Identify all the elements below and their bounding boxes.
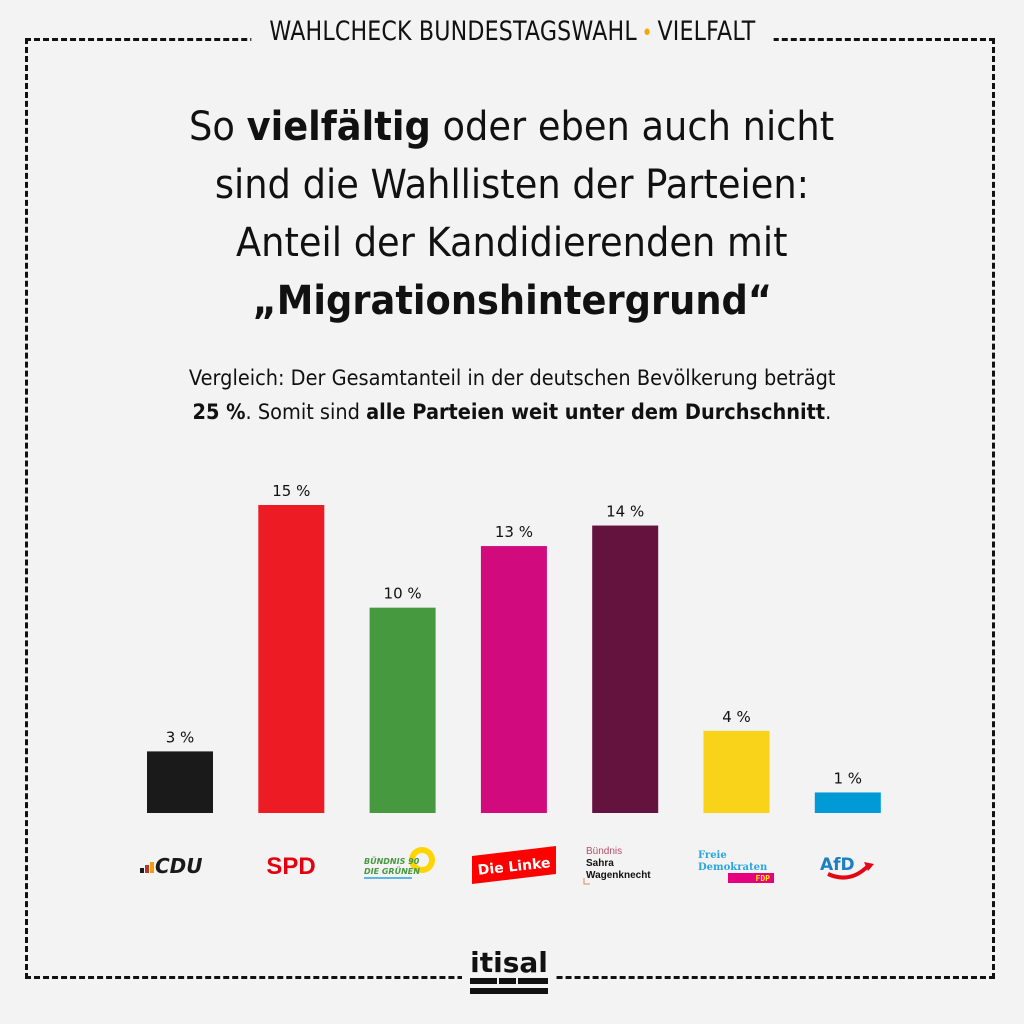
logo-fdp: Freie Demokraten FDP: [680, 840, 790, 890]
bar-value-label: 3 %: [166, 728, 195, 746]
bar-afd: [814, 792, 881, 813]
bar-cdu: [147, 751, 213, 813]
sunflower-icon: [409, 847, 435, 873]
logo-spd: SPD: [236, 840, 346, 890]
bar-b-ndnis-90-die-gr-nen: [369, 607, 436, 813]
logo-bsw-text2: Sahra: [586, 858, 614, 869]
logo-afd: AfD: [790, 840, 900, 890]
title-line3: Anteil der Kandidierenden mit: [236, 220, 788, 266]
logo-fdp-text1: Freie: [698, 850, 727, 861]
bar-value-label: 1 %: [834, 769, 863, 787]
header-left: WAHLCHECK BUNDESTAGSWAHL: [268, 16, 637, 47]
logo-bsw-text1: Bündnis: [586, 846, 622, 857]
subtitle-end: .: [825, 400, 832, 425]
logo-gruene-text2: DIE GRÜNEN: [364, 866, 420, 876]
subtitle: Vergleich: Der Gesamtanteil in der deuts…: [40, 362, 984, 430]
title-line1-bold: vielfältig: [247, 104, 432, 150]
logo-gruene-text1: BÜNDNIS 90: [364, 856, 420, 866]
bar-value-label: 14 %: [606, 503, 644, 521]
page-title: So vielfältig oder eben auch nicht sind …: [40, 98, 984, 330]
bar-value-label: 13 %: [495, 523, 533, 541]
afd-arrow-icon: [827, 864, 870, 880]
title-line4: „Migrationshintergrund“: [252, 278, 772, 324]
title-line1-post: oder eben auch nicht: [431, 104, 835, 150]
logo-linke-text: Die Linke: [477, 855, 551, 879]
bar-spd: [258, 505, 325, 813]
bar-die-linke: [480, 546, 547, 813]
logo-fdp-text2: Demokraten: [698, 862, 768, 873]
logo-afd-text: AfD: [820, 855, 855, 875]
header-right: VIELFALT: [657, 16, 756, 47]
title-line2: sind die Wahllisten der Parteien:: [214, 162, 810, 208]
subtitle-bold-value: 25 %: [192, 400, 246, 425]
itisal-logo-text: itisal: [470, 946, 548, 979]
logo-linke: Die Linke: [462, 840, 572, 890]
header: WAHLCHECK BUNDESTAGSWAHL • VIELFALT: [0, 16, 1024, 47]
header-separator-dot: •: [641, 21, 653, 46]
bar-value-label: 10 %: [384, 585, 422, 603]
logo-cdu: CDU: [125, 840, 235, 890]
bar-fdp: [703, 730, 770, 813]
logo-cdu-text: CDU: [155, 854, 203, 878]
logo-gruene: BÜNDNIS 90 DIE GRÜNEN: [350, 840, 460, 890]
bar-value-label: 15 %: [272, 482, 310, 500]
bar-value-label: 4 %: [722, 708, 751, 726]
logo-spd-text: SPD: [266, 853, 315, 880]
logo-bsw-text3: Wagenknecht: [586, 870, 651, 881]
logo-fdp-text3: FDP: [756, 874, 771, 883]
itisal-logo: itisal: [462, 940, 556, 1003]
title-line1-pre: So: [189, 104, 248, 150]
bar-b-ndnis-sahra-wagenknecht: [592, 525, 659, 813]
subtitle-mid: . Somit sind: [245, 400, 367, 425]
subtitle-bold-statement: alle Parteien weit unter dem Durchschnit…: [366, 400, 826, 425]
logo-bsw: Bündnis Sahra Wagenknecht: [570, 840, 680, 890]
subtitle-line1: Vergleich: Der Gesamtanteil in der deuts…: [188, 366, 836, 391]
